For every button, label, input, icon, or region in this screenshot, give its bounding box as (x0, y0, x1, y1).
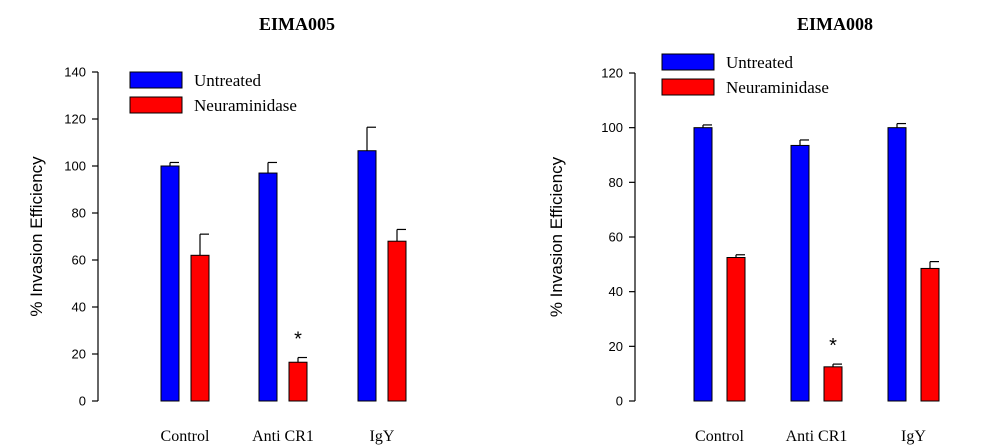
y-tick-label: 60 (72, 253, 86, 268)
bar-untreated-igy (357, 150, 377, 402)
y-tick-label: 60 (609, 230, 623, 245)
y-tick-label: 40 (72, 300, 86, 315)
y-tick-label: 100 (64, 159, 86, 174)
chart-panel-eima008: EIMA008 % Invasion Efficiency 0 20 40 60 80 100… (547, 14, 940, 445)
category-label: IgY (370, 428, 395, 445)
category-label: IgY (901, 428, 926, 445)
bar-untreated-control (160, 165, 180, 402)
bar-untreated-anti-cr1 (258, 172, 278, 402)
y-tick-label: 120 (601, 66, 623, 81)
legend-label: Untreated (194, 71, 262, 90)
bar-neuraminidase-anti-cr1 (288, 361, 308, 402)
legend-swatch (661, 78, 715, 96)
bar-neuraminidase-control (726, 257, 746, 402)
bar-neuraminidase-control (190, 254, 210, 402)
y-tick-label: 80 (72, 206, 86, 221)
legend-label: Untreated (726, 53, 794, 72)
y-tick-label: 120 (64, 112, 86, 127)
significance-marker: * (294, 329, 302, 351)
chart-panel-eima005: EIMA005 % Invasion Efficiency 0 20 40 60 80 100… (27, 14, 407, 445)
y-tick-label: 20 (72, 347, 86, 362)
category-label: Control (161, 428, 210, 445)
y-tick-label: 20 (609, 339, 623, 354)
legend-swatch (129, 71, 183, 89)
chart-title: EIMA005 (259, 14, 335, 34)
bar-neuraminidase-anti-cr1 (823, 366, 843, 402)
y-axis-label: % Invasion Efficiency (27, 156, 46, 317)
legend-label: Neuraminidase (194, 96, 297, 115)
y-tick-label: 40 (609, 284, 623, 299)
bar-untreated-igy (887, 127, 907, 402)
y-tick-label: 140 (64, 65, 86, 80)
bar-neuraminidase-igy (387, 240, 407, 402)
bar-untreated-anti-cr1 (790, 144, 810, 402)
y-axis-label: % Invasion Efficiency (547, 156, 566, 317)
legend-swatch (129, 96, 183, 114)
y-tick-label: 80 (609, 175, 623, 190)
legend-swatch (661, 53, 715, 71)
bar-neuraminidase-igy (920, 267, 940, 402)
category-label: Control (695, 428, 744, 445)
significance-marker: * (829, 335, 837, 357)
category-label: Anti CR1 (786, 428, 848, 445)
chart-title: EIMA008 (797, 14, 873, 34)
y-tick-label: 100 (601, 120, 623, 135)
legend-label: Neuraminidase (726, 78, 829, 97)
category-label: Anti CR1 (252, 428, 314, 445)
y-tick-label: 0 (79, 394, 86, 409)
bar-untreated-control (693, 127, 713, 402)
y-tick-label: 0 (616, 394, 623, 409)
